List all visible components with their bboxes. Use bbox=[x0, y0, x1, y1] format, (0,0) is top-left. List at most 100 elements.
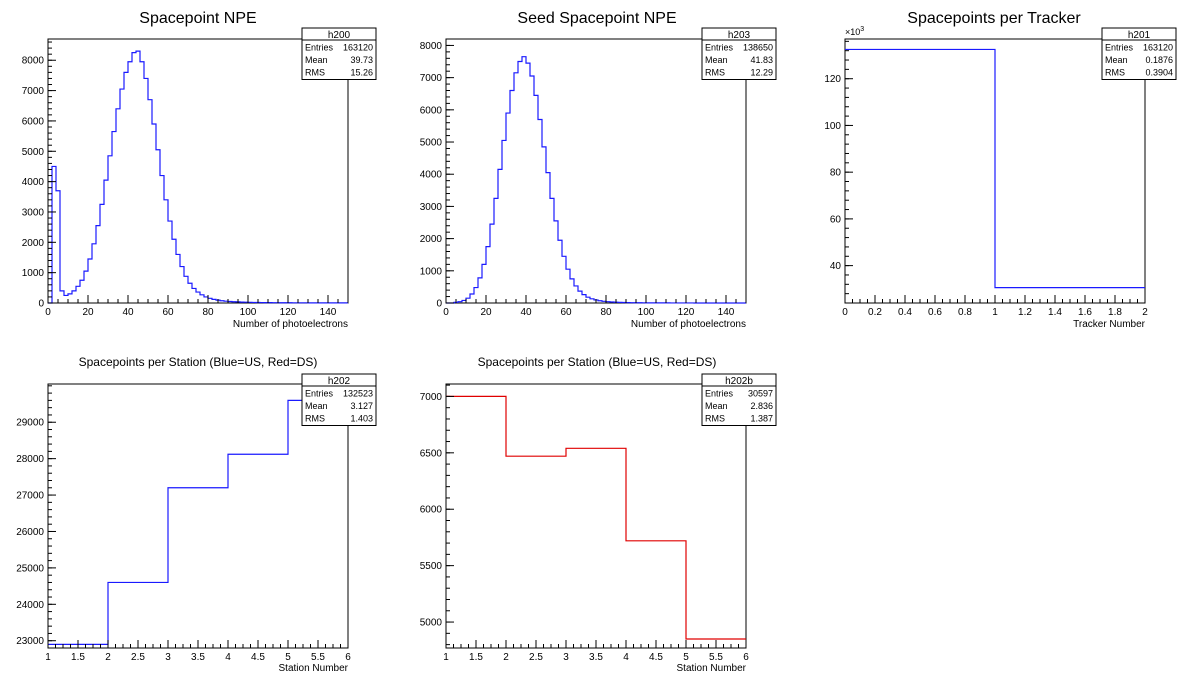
x-tick-label: 5.5 bbox=[311, 652, 325, 663]
y-tick-label: 3000 bbox=[420, 202, 443, 213]
y-tick-label: 80 bbox=[830, 168, 842, 179]
histogram-line bbox=[48, 399, 348, 645]
chart-title: Spacepoints per Station (Blue=US, Red=DS… bbox=[79, 355, 318, 369]
y-tick-label: 7000 bbox=[420, 73, 443, 84]
y-axis-multiplier-power: 3 bbox=[860, 26, 864, 33]
x-tick-label: 4.5 bbox=[251, 652, 265, 663]
stats-box bbox=[1101, 27, 1177, 80]
chart-title: Spacepoints per Tracker bbox=[907, 10, 1081, 27]
stats-value: 2.836 bbox=[750, 401, 773, 411]
y-tick-label: 29000 bbox=[16, 418, 44, 429]
x-tick-label: 40 bbox=[520, 307, 532, 318]
stats-value: 12.29 bbox=[750, 68, 773, 78]
x-tick-label: 4 bbox=[623, 652, 629, 663]
y-tick-label: 40 bbox=[830, 261, 842, 272]
stats-box bbox=[301, 373, 377, 426]
x-tick-label: 60 bbox=[162, 307, 174, 318]
x-tick-label: 6 bbox=[345, 652, 351, 663]
stats-box bbox=[301, 27, 377, 80]
histogram-line bbox=[845, 48, 1145, 289]
y-tick-label: 7000 bbox=[420, 392, 443, 403]
y-tick-label: 6000 bbox=[420, 505, 443, 516]
chart-title: Spacepoint NPE bbox=[139, 10, 256, 27]
panel-seed-spacepoint-npe: Seed Spacepoint NPE Number of photoelect… bbox=[420, 10, 777, 330]
y-tick-label: 24000 bbox=[16, 600, 44, 611]
stats-value: 30597 bbox=[748, 389, 773, 399]
y-tick-label: 2000 bbox=[420, 234, 443, 245]
x-tick-label: 3.5 bbox=[589, 652, 603, 663]
stats-key: RMS bbox=[305, 414, 325, 424]
stats-box bbox=[701, 373, 777, 426]
x-tick-label: 1.5 bbox=[71, 652, 85, 663]
y-tick-label: 60 bbox=[830, 214, 842, 225]
stats-value: 163120 bbox=[343, 43, 373, 53]
stats-key: Mean bbox=[305, 55, 328, 65]
stats-value: 138650 bbox=[743, 43, 773, 53]
x-tick-label: 1.8 bbox=[1108, 307, 1122, 318]
x-axis-label: Station Number bbox=[677, 663, 747, 674]
stats-key: Entries bbox=[1105, 43, 1134, 53]
y-tick-label: 2000 bbox=[22, 238, 45, 249]
x-tick-label: 1.6 bbox=[1078, 307, 1092, 318]
panel-spacepoints-per-tracker: Spacepoints per Tracker Tracker Number 0… bbox=[824, 10, 1177, 330]
y-tick-label: 25000 bbox=[16, 563, 44, 574]
y-tick-label: 100 bbox=[824, 121, 841, 132]
stats-key: Mean bbox=[305, 401, 328, 411]
x-tick-label: 2 bbox=[105, 652, 111, 663]
stats-value: 0.1876 bbox=[1145, 55, 1173, 65]
histogram-line bbox=[48, 50, 348, 304]
x-tick-label: 0.2 bbox=[868, 307, 882, 318]
stats-key: RMS bbox=[705, 68, 725, 78]
x-tick-label: 1 bbox=[992, 307, 998, 318]
stats-value: 41.83 bbox=[750, 55, 773, 65]
y-tick-label: 6000 bbox=[420, 105, 443, 116]
x-tick-label: 3.5 bbox=[191, 652, 205, 663]
y-tick-label: 120 bbox=[824, 74, 841, 85]
x-tick-label: 2 bbox=[1142, 307, 1148, 318]
stats-key: RMS bbox=[305, 68, 325, 78]
x-tick-label: 2.5 bbox=[529, 652, 543, 663]
y-tick-label: 8000 bbox=[420, 41, 443, 52]
x-tick-label: 0.8 bbox=[958, 307, 972, 318]
x-tick-label: 2.5 bbox=[131, 652, 145, 663]
y-axis-multiplier: ×103 bbox=[845, 26, 864, 37]
panel-spacepoints-per-station-us: Spacepoints per Station (Blue=US, Red=DS… bbox=[16, 355, 377, 674]
stats-title: h202b bbox=[725, 376, 753, 387]
x-tick-label: 60 bbox=[560, 307, 572, 318]
x-tick-label: 4 bbox=[225, 652, 231, 663]
chart-title: Seed Spacepoint NPE bbox=[517, 10, 676, 27]
y-tick-label: 5000 bbox=[420, 618, 443, 629]
y-tick-label: 0 bbox=[436, 299, 442, 310]
x-axis-label: Station Number bbox=[279, 663, 349, 674]
x-tick-label: 5 bbox=[285, 652, 291, 663]
y-tick-label: 26000 bbox=[16, 527, 44, 538]
x-axis-label: Tracker Number bbox=[1073, 319, 1146, 330]
y-tick-label: 1000 bbox=[22, 268, 45, 279]
x-tick-label: 100 bbox=[240, 307, 257, 318]
y-tick-label: 5000 bbox=[22, 147, 45, 158]
x-axis-label: Number of photoelectrons bbox=[233, 319, 348, 330]
y-tick-label: 8000 bbox=[22, 56, 45, 67]
x-tick-label: 20 bbox=[82, 307, 94, 318]
y-tick-label: 28000 bbox=[16, 454, 44, 465]
plot-frame bbox=[445, 38, 747, 304]
stats-title: h202 bbox=[328, 376, 351, 387]
x-tick-label: 140 bbox=[718, 307, 735, 318]
stats-value: 1.403 bbox=[350, 414, 373, 424]
x-tick-label: 0.4 bbox=[898, 307, 912, 318]
x-tick-label: 0.6 bbox=[928, 307, 942, 318]
x-tick-label: 0 bbox=[842, 307, 848, 318]
stats-value: 0.3904 bbox=[1145, 68, 1173, 78]
y-tick-label: 3000 bbox=[22, 207, 45, 218]
stats-key: Entries bbox=[705, 389, 734, 399]
panel-spacepoint-npe: Spacepoint NPE Number of photoelectrons … bbox=[22, 10, 377, 330]
x-tick-label: 6 bbox=[743, 652, 749, 663]
y-tick-label: 7000 bbox=[22, 86, 45, 97]
x-tick-label: 0 bbox=[45, 307, 51, 318]
stats-key: RMS bbox=[705, 414, 725, 424]
x-tick-label: 1 bbox=[45, 652, 51, 663]
x-tick-label: 140 bbox=[320, 307, 337, 318]
stats-title: h201 bbox=[1128, 30, 1151, 41]
histogram-line bbox=[446, 395, 746, 640]
y-tick-label: 6000 bbox=[22, 116, 45, 127]
